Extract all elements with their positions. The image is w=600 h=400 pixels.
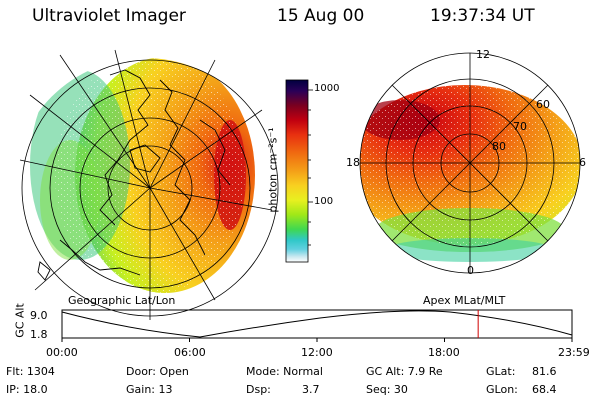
lat-label-60: 60 (536, 98, 550, 111)
altitude-axis-label: GC Alt (13, 303, 27, 338)
mlt-label-6: 6 (579, 156, 586, 169)
mlt-label-0: 0 (467, 264, 474, 277)
time-label: 19:37:34 UT (430, 6, 535, 26)
left-coastlines (37, 69, 231, 281)
date-label: 15 Aug 00 (277, 6, 365, 26)
status-seq: Seq: 30 (366, 383, 408, 396)
mlt-label-12: 12 (476, 48, 490, 61)
altitude-tick-low: 1.8 (30, 328, 48, 341)
time-tick-1800: 18:00 (428, 346, 460, 359)
time-tick-1200: 12:00 (301, 346, 333, 359)
status-gcalt: GC Alt: 7.9 Re (366, 365, 443, 378)
altitude-plot-frame (61, 309, 573, 339)
time-tick-2359: 23:59 (558, 346, 590, 359)
instrument-title: Ultraviolet Imager (32, 6, 186, 26)
status-glon-label: GLon: (486, 383, 518, 396)
right-graticule (359, 52, 581, 274)
right-map-caption: Apex MLat/MLT (423, 294, 506, 307)
altitude-curve (61, 310, 573, 338)
status-dsp-value: 3.7 (302, 383, 320, 396)
lat-label-70: 70 (513, 120, 527, 133)
time-tick-0000: 00:00 (46, 346, 78, 359)
left-map-caption: Geographic Lat/Lon (68, 294, 176, 307)
status-glat-value: 81.6 (532, 365, 557, 378)
status-flt: Flt: 1304 (6, 365, 55, 378)
colorbar-tick-100: 100 (314, 196, 334, 207)
status-glon-value: 68.4 (532, 383, 557, 396)
mlt-label-18: 18 (346, 156, 360, 169)
status-ip: IP: 18.0 (6, 383, 48, 396)
status-mode: Mode: Normal (246, 365, 323, 378)
status-gain: Gain: 13 (126, 383, 173, 396)
colorbar-tick-1000: 1000 (314, 83, 340, 94)
status-glat-label: GLat: (486, 365, 516, 378)
lat-label-80: 80 (492, 140, 506, 153)
left-graticule (19, 49, 279, 320)
altitude-tick-high: 9.0 (30, 309, 48, 322)
status-dsp-label: Dsp: (246, 383, 271, 396)
time-tick-0600: 06:00 (174, 346, 206, 359)
status-door: Door: Open (126, 365, 189, 378)
